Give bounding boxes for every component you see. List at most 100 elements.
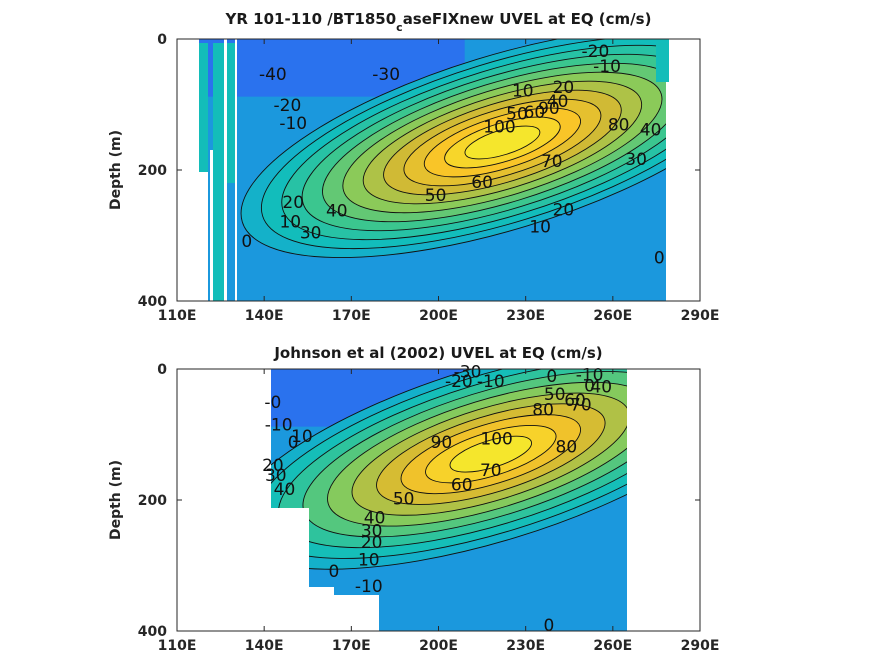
contour-label: 10 [279,212,301,232]
contour-label: -0 [264,393,281,413]
land-strip [213,43,224,301]
missing-data-mask [177,39,199,301]
contour-field [177,39,700,301]
contour-label: 70 [570,396,592,416]
contour-label: 80 [556,438,578,458]
x-tick-label: 140E [245,308,284,324]
x-tick-label: 290E [681,308,720,324]
contour-label: 0 [328,562,339,582]
contour-label: 0 [584,377,595,397]
land-strip [199,43,208,172]
contour-label: 20 [553,201,575,221]
missing-data-mask [210,150,213,301]
y-axis-label: Depth (m) [108,460,124,540]
contour-label: -10 [593,57,621,77]
missing-data-mask [235,39,237,301]
chart-title: YR 101-110 /BT1850caseFIXnew UVEL at EQ … [225,10,652,34]
contour-label: 30 [300,224,322,244]
chart-title-subscript: c [396,21,403,34]
land-strip [227,43,235,183]
contour-label: 40 [274,480,296,500]
contour-label: -30 [372,65,400,85]
x-tick-label: 140E [245,638,284,654]
contour-label: 40 [590,377,612,397]
missing-data-mask [309,587,334,631]
contour-label: 60 [524,103,546,123]
x-tick-label: 260E [593,308,632,324]
contour-label: 50 [393,489,415,509]
x-tick-label: 260E [593,638,632,654]
contour-label: -20 [445,372,473,392]
x-tick-label: 200E [419,638,458,654]
x-tick-label: 110E [158,308,197,324]
chart-title: Johnson et al (2002) UVEL at EQ (cm/s) [273,344,602,362]
contour-label: 100 [483,117,515,137]
contour-label: 30 [625,150,647,170]
chart-title-rest: aseFIXnew UVEL at EQ (cm/s) [403,10,652,28]
contour-label: 0 [543,616,554,636]
contour-label: 40 [640,121,662,141]
y-tick-label: 0 [157,32,167,48]
contour-label: -10 [477,372,505,392]
contour-label: 10 [512,81,534,101]
contour-label: 50 [544,385,566,405]
contour-label: 0 [241,232,252,252]
contour-label: 30 [361,521,383,541]
contour-label: 20 [282,193,304,213]
contour-label: 20 [361,533,383,553]
x-tick-label: 110E [158,638,197,654]
contour-label: 40 [326,201,348,221]
contour-label: 70 [541,152,563,172]
contour-label: -20 [582,42,610,62]
contour-label: 10 [291,427,313,447]
contour-label: 80 [608,115,630,135]
contour-label: 40 [364,508,386,528]
x-tick-label: 200E [419,308,458,324]
contour-label: 20 [553,78,575,98]
contour-label: 60 [564,391,586,411]
contour-label: 0 [654,248,665,268]
x-tick-label: 170E [332,308,371,324]
contour-label: 10 [358,550,380,570]
y-axis-label: Depth (m) [108,130,124,210]
contour-level-100 [449,435,532,473]
contour-label: 0 [546,367,557,387]
missing-data-mask [627,369,700,631]
missing-data-mask [224,39,227,301]
contour-label: -40 [259,65,287,85]
contour-label: -10 [265,415,293,435]
contour-label: -10 [279,114,307,134]
contour-label: 40 [547,92,569,112]
y-tick-label: 200 [138,163,167,179]
missing-data-mask [199,172,208,301]
contour-label: 80 [532,400,554,420]
x-tick-label: 230E [506,638,545,654]
y-tick-label: 0 [157,362,167,378]
missing-data-mask [271,508,309,631]
missing-data-mask [666,82,700,301]
missing-data-mask [334,595,379,631]
contour-label: 90 [538,99,560,119]
x-tick-label: 290E [681,638,720,654]
contour-label: -20 [274,96,302,116]
contour-label: 0 [288,433,299,453]
y-tick-label: 400 [138,624,167,640]
chart-title-main: Johnson et al (2002) UVEL at EQ (cm/s) [273,344,602,362]
missing-data-mask [669,39,700,82]
contour-label: -30 [454,362,482,382]
x-tick-label: 230E [506,308,545,324]
contour-label: 100 [480,430,512,450]
contour-label: 50 [506,104,528,124]
contour-label: -10 [576,366,604,386]
x-tick-label: 170E [332,638,371,654]
contour-label: 30 [265,466,287,486]
contour-label: 70 [480,461,502,481]
contour-label: 90 [431,433,453,453]
contour-level-120 [464,125,541,160]
chart-title-main: YR 101-110 /BT1850 [225,10,397,28]
missing-data-mask [177,369,271,631]
land-strip [656,43,669,82]
